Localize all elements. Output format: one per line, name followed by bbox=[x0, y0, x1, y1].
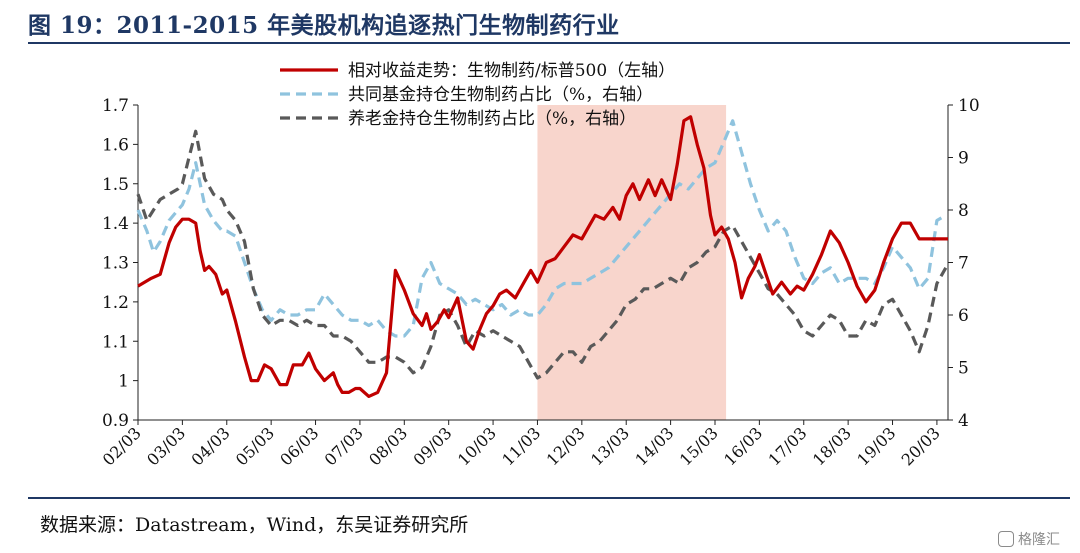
x-tick-label: 09/03 bbox=[409, 423, 455, 469]
x-tick-label: 04/03 bbox=[188, 423, 234, 469]
left-tick-label: 1.2 bbox=[102, 293, 129, 313]
left-tick-label: 1.5 bbox=[102, 175, 129, 195]
legend-label-3: 养老金持仓生物制药占比（%，右轴） bbox=[348, 109, 636, 129]
left-tick-label: 1 bbox=[118, 372, 129, 392]
watermark-text: 格隆汇 bbox=[1018, 532, 1060, 548]
chart-canvas: 0.911.11.21.31.41.51.61.74567891002/0303… bbox=[99, 61, 980, 469]
x-tick-label: 14/03 bbox=[631, 423, 677, 469]
x-tick-label: 08/03 bbox=[365, 423, 411, 469]
x-tick-label: 15/03 bbox=[676, 423, 722, 469]
chart-title: 图 19：2011-2015 年美股机构追逐热门生物制药行业 bbox=[28, 12, 620, 39]
x-tick-label: 06/03 bbox=[276, 423, 322, 469]
left-tick-label: 1.4 bbox=[102, 214, 129, 234]
source-divider bbox=[28, 497, 1070, 499]
x-tick-label: 16/03 bbox=[720, 423, 766, 469]
right-tick-label: 7 bbox=[958, 254, 969, 274]
legend-label-2: 共同基金持仓生物制药占比（%，右轴） bbox=[348, 85, 653, 105]
watermark-logo-icon bbox=[998, 531, 1014, 547]
right-tick-label: 8 bbox=[958, 201, 969, 221]
x-tick-label: 19/03 bbox=[853, 423, 899, 469]
left-tick-label: 1.6 bbox=[102, 135, 129, 155]
right-tick-label: 4 bbox=[958, 411, 969, 431]
x-tick-label: 07/03 bbox=[321, 423, 367, 469]
x-tick-label: 17/03 bbox=[765, 423, 811, 469]
series-layer bbox=[136, 115, 948, 398]
left-tick-label: 1.1 bbox=[102, 332, 129, 352]
right-tick-label: 5 bbox=[958, 359, 969, 379]
x-tick-label: 03/03 bbox=[143, 423, 189, 469]
legend-label-1: 相对收益走势：生物制药/标普500（左轴） bbox=[348, 61, 675, 81]
right-tick-label: 6 bbox=[958, 306, 969, 326]
series-line-1 bbox=[137, 115, 948, 398]
x-tick-label: 05/03 bbox=[232, 423, 278, 469]
left-tick-label: 1.3 bbox=[102, 254, 129, 274]
x-tick-label: 13/03 bbox=[587, 423, 633, 469]
right-tick-label: 9 bbox=[958, 149, 969, 169]
left-tick-label: 1.7 bbox=[102, 96, 129, 116]
legend-layer: 相对收益走势：生物制药/标普500（左轴） 共同基金持仓生物制药占比（%，右轴） 养… bbox=[280, 61, 675, 129]
x-tick-label: 18/03 bbox=[809, 423, 855, 469]
left-tick-label: 0.9 bbox=[102, 411, 129, 431]
x-tick-label: 20/03 bbox=[898, 423, 944, 469]
x-tick-label: 12/03 bbox=[543, 423, 589, 469]
source-note: 数据来源：Datastream，Wind，东吴证券研究所 bbox=[40, 514, 469, 536]
series-line-2 bbox=[136, 119, 947, 338]
title-divider bbox=[28, 42, 1070, 44]
x-tick-label: 10/03 bbox=[454, 423, 500, 469]
right-tick-label: 10 bbox=[958, 96, 980, 116]
series-line-3 bbox=[136, 129, 948, 380]
watermark: 格隆汇 bbox=[998, 529, 1060, 549]
x-tick-label: 11/03 bbox=[498, 423, 544, 469]
